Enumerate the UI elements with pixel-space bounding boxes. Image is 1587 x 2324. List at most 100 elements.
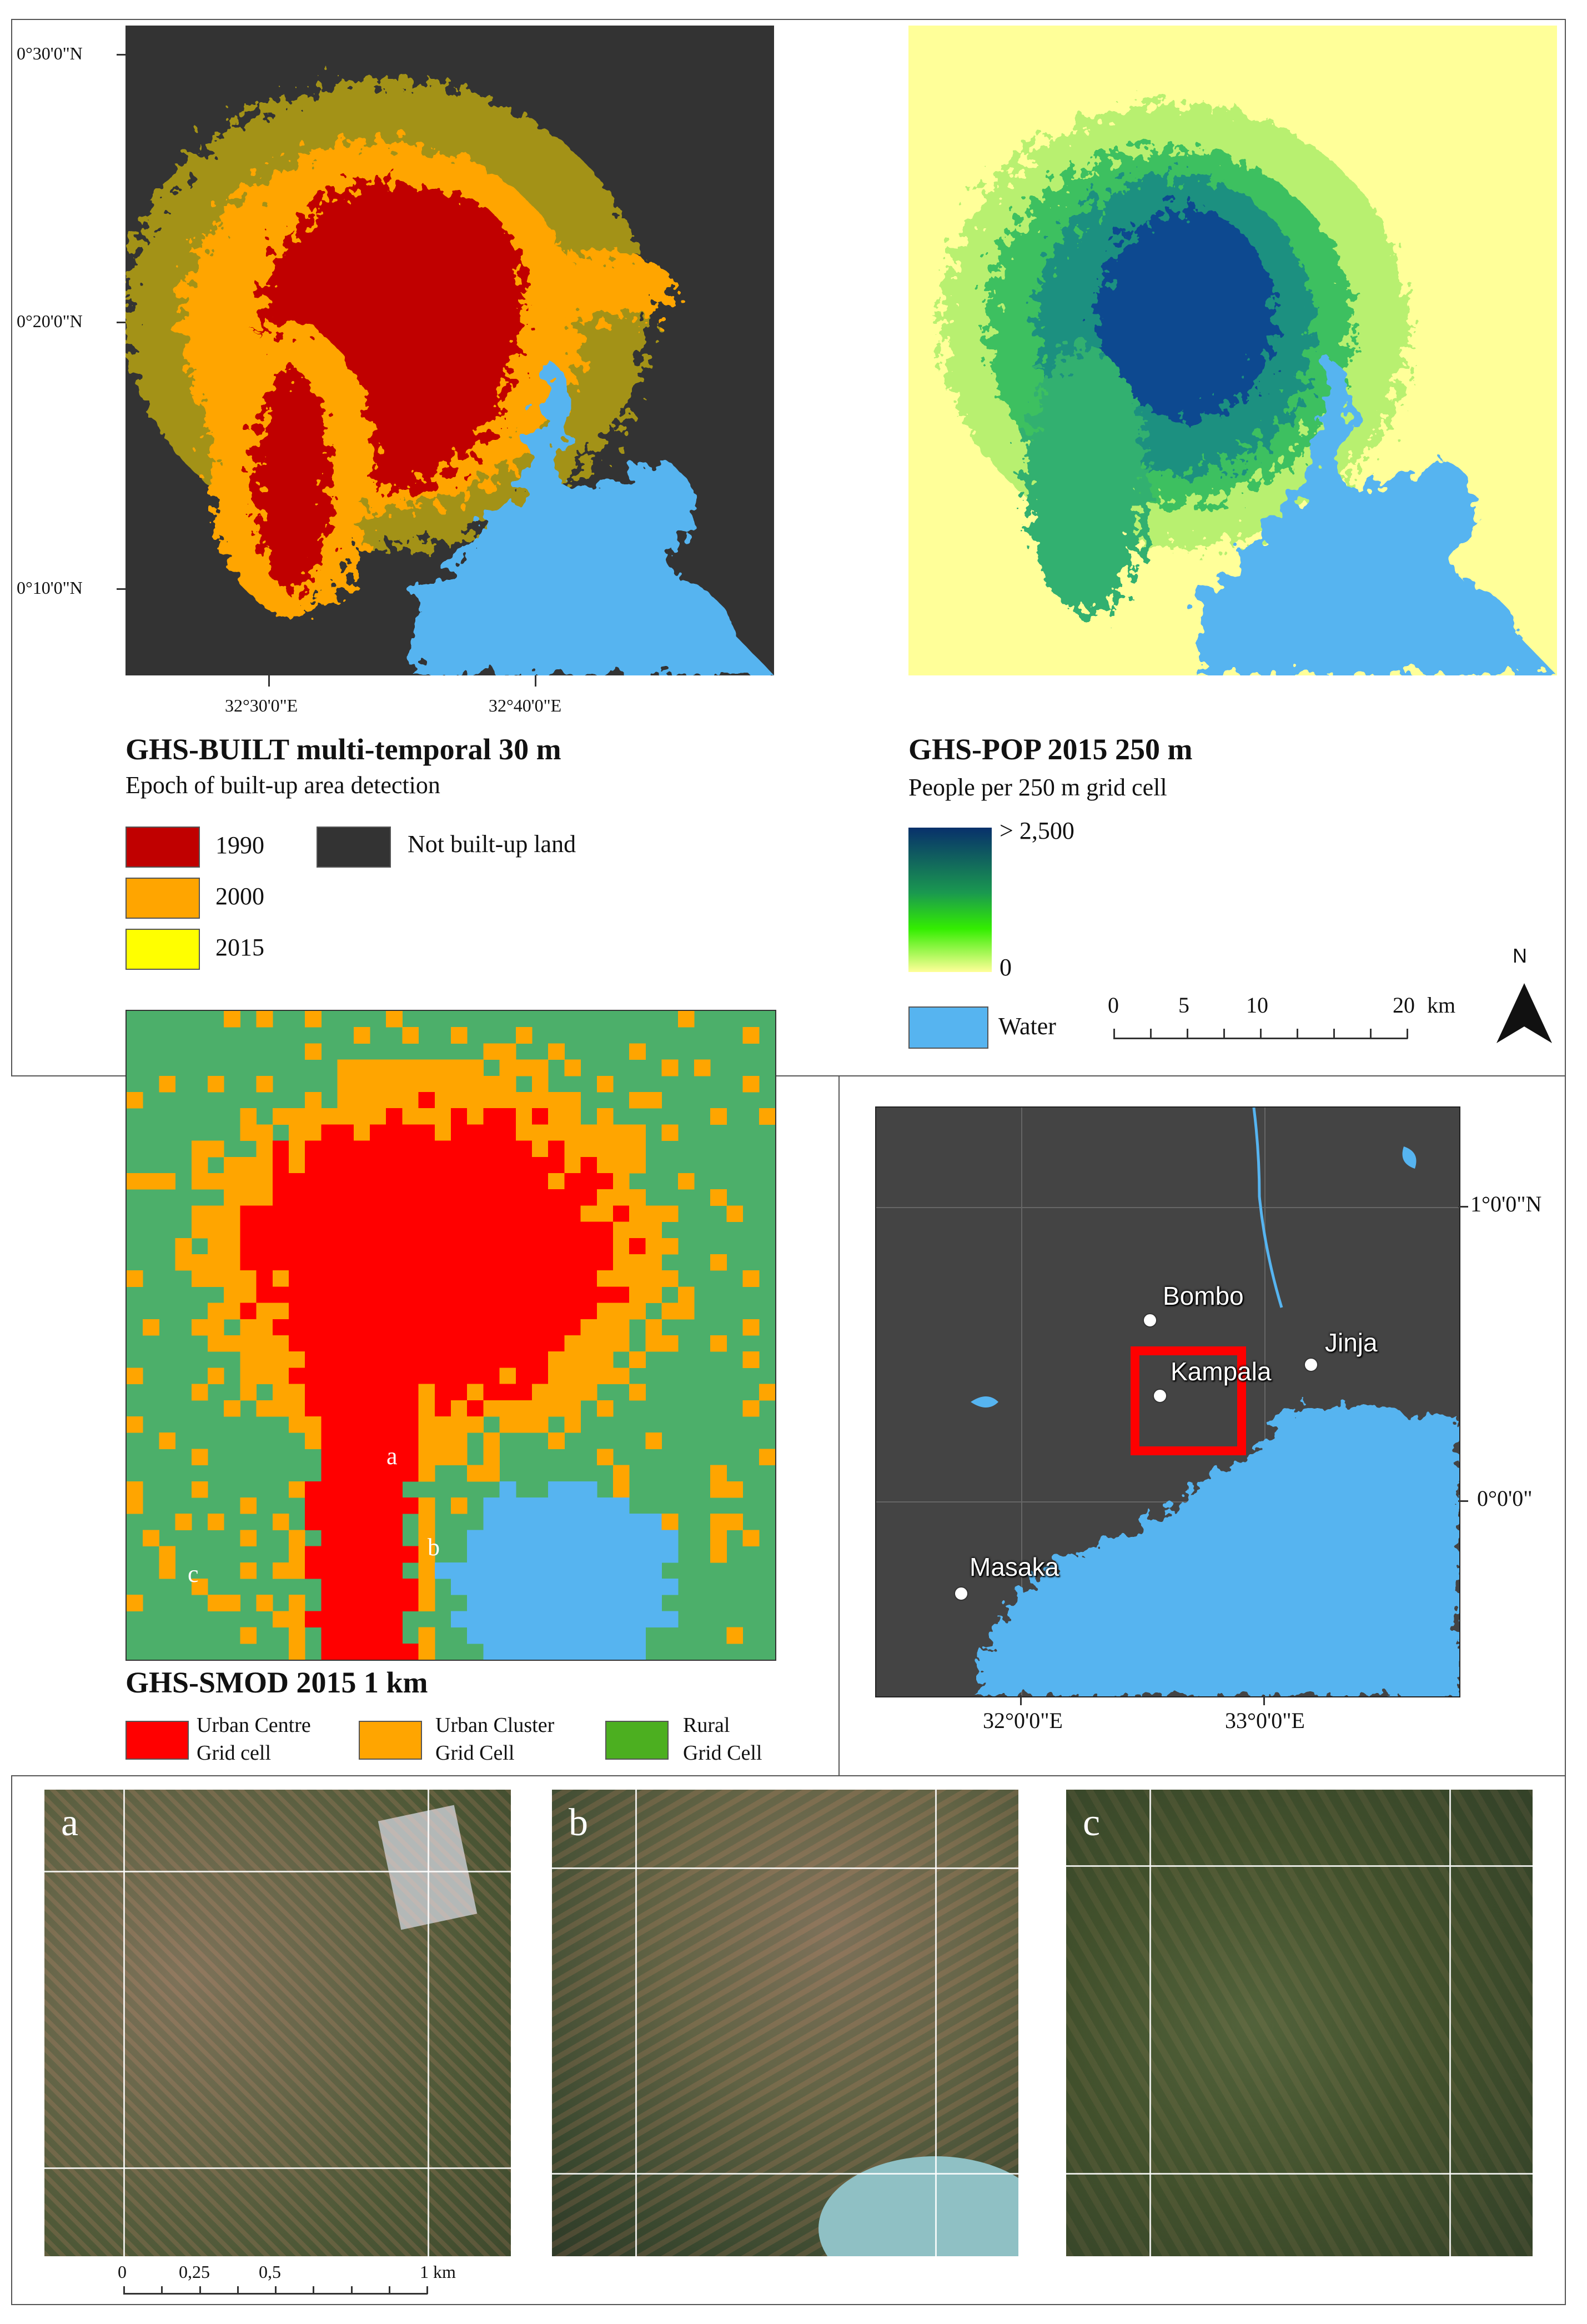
pop-map <box>908 26 1557 675</box>
lat-tick-mark-1 <box>117 54 125 56</box>
scale-tick-mark <box>1187 1029 1188 1039</box>
overview-lat-tick-2: 0°0'0" <box>1477 1486 1533 1511</box>
smod-map <box>125 1010 776 1661</box>
built-lat-tick-1: 0°30'0"N <box>17 43 83 63</box>
scale-tick-mark <box>123 2286 125 2294</box>
scale-tick-mark <box>1150 1029 1152 1039</box>
legend-urban-centre-label-1: Urban Centre <box>197 1714 311 1737</box>
overview-map <box>875 1106 1460 1697</box>
smod-point-c: c <box>188 1560 199 1587</box>
lat-tick-mark-3 <box>117 588 125 590</box>
pop-map-graphic <box>942 103 1557 675</box>
scale-tick-mark <box>1297 1029 1298 1039</box>
scale-tick-mark <box>350 2286 353 2294</box>
lon-tick-mark-2 <box>535 675 536 687</box>
north-label: N <box>1513 944 1527 967</box>
water-legend-swatch <box>908 1006 988 1049</box>
pop-scale-unit: km <box>1427 993 1456 1018</box>
legend-rural-label-2: Grid Cell <box>683 1741 762 1765</box>
legend-urban-centre-swatch <box>125 1721 189 1760</box>
aerial-photo-b: b <box>552 1790 1018 2256</box>
aerial-photo-c: c <box>1066 1790 1533 2256</box>
photo-c-texture <box>1066 1790 1533 2256</box>
smod-point-a: a <box>386 1443 398 1470</box>
aerial-photo-a: a <box>44 1790 511 2256</box>
pop-scale-tick-0: 0 <box>1108 993 1119 1018</box>
scale-tick-mark <box>237 2286 239 2294</box>
legend-not-built-label: Not built-up land <box>408 830 576 858</box>
legend-urban-centre-label-2: Grid cell <box>197 1741 272 1765</box>
legend-2000-label: 2000 <box>215 883 264 910</box>
top-panel-frame <box>11 19 1566 1076</box>
smod-point-b: b <box>428 1534 440 1561</box>
scale-tick-mark <box>1113 1029 1115 1039</box>
city-dot-jinja <box>1304 1358 1318 1372</box>
overview-lat-tick-1: 1°0'0"N <box>1470 1191 1542 1216</box>
bottom-panel-frame <box>11 1775 1566 2305</box>
scale-tick-mark <box>388 2286 390 2294</box>
scale-tick-mark <box>1407 1029 1408 1039</box>
scale-tick-mark <box>313 2286 315 2294</box>
city-label-bombo: Bombo <box>1163 1281 1244 1310</box>
overview-map-graphic <box>876 1108 1459 1696</box>
legend-rural-swatch <box>605 1721 669 1760</box>
legend-rural-label-1: Rural <box>683 1714 730 1737</box>
pop-color-ramp <box>908 828 992 972</box>
scale-tick-mark <box>199 2286 201 2294</box>
scale-tick-mark <box>1333 1029 1335 1039</box>
legend-urban-cluster-label-2: Grid Cell <box>435 1741 515 1765</box>
built-lat-tick-2: 0°20'0"N <box>17 311 83 331</box>
pop-scale-tick-10: 10 <box>1246 993 1268 1018</box>
lat-tick-mark-2 <box>117 322 125 323</box>
photo-scale-tick-05: 0,5 <box>259 2262 281 2282</box>
built-map <box>125 26 774 675</box>
legend-not-built-swatch <box>317 827 391 868</box>
legend-2000-swatch <box>125 878 200 919</box>
pop-scale-tick-5: 5 <box>1178 993 1189 1018</box>
pop-ramp-min-label: 0 <box>1000 954 1012 981</box>
photo-label-b: b <box>569 1801 588 1844</box>
legend-urban-cluster-swatch <box>359 1721 422 1760</box>
overview-lon-mark-1 <box>1020 1695 1022 1705</box>
scale-tick-mark <box>1370 1029 1372 1039</box>
legend-1990-label: 1990 <box>215 832 264 859</box>
scale-tick-mark <box>426 2286 428 2294</box>
built-lon-tick-2: 32°40'0"E <box>489 695 562 715</box>
overview-lon-tick-1: 32°0'0"E <box>983 1708 1063 1733</box>
built-map-graphic <box>125 81 774 675</box>
photo-label-c: c <box>1083 1801 1101 1844</box>
built-subtitle: Epoch of built-up area detection <box>125 772 440 799</box>
legend-urban-cluster-label-1: Urban Cluster <box>435 1714 555 1737</box>
scale-tick-mark <box>275 2286 277 2294</box>
scale-tick-mark <box>1223 1029 1225 1039</box>
overview-lon-mark-2 <box>1263 1695 1265 1705</box>
water-legend-label: Water <box>998 1013 1056 1040</box>
scale-tick-mark <box>1260 1029 1262 1039</box>
pop-ramp-max-label: > 2,500 <box>1000 817 1074 844</box>
photo-scale-tick-1km: 1 km <box>420 2262 456 2282</box>
built-title: GHS-BUILT multi-temporal 30 m <box>125 733 561 766</box>
photo-a-texture <box>44 1790 511 2256</box>
built-lon-tick-1: 32°30'0"E <box>225 695 298 715</box>
city-label-kampala: Kampala <box>1171 1357 1272 1386</box>
overview-lat-mark-1 <box>1458 1206 1468 1208</box>
scale-tick-mark <box>161 2286 163 2294</box>
legend-2015-label: 2015 <box>215 934 264 961</box>
pop-subtitle: People per 250 m grid cell <box>908 774 1167 801</box>
city-label-masaka: Masaka <box>970 1552 1059 1581</box>
overview-lat-mark-2 <box>1458 1500 1468 1502</box>
city-dot-masaka <box>954 1586 968 1601</box>
smod-map-graphic <box>127 1011 775 1660</box>
city-dot-bombo <box>1143 1313 1157 1328</box>
overview-lon-tick-2: 33°0'0"E <box>1225 1708 1305 1733</box>
pop-title: GHS-POP 2015 250 m <box>908 733 1193 766</box>
photo-scale-tick-0: 0 <box>118 2262 127 2282</box>
lon-tick-mark-1 <box>268 675 270 687</box>
photo-scale-tick-025: 0,25 <box>179 2262 210 2282</box>
pop-scale-tick-20: 20 <box>1393 993 1415 1018</box>
photo-label-a: a <box>61 1801 79 1844</box>
legend-2015-swatch <box>125 929 200 970</box>
city-dot-kampala <box>1153 1389 1167 1403</box>
built-lat-tick-3: 0°10'0"N <box>17 578 83 598</box>
smod-title: GHS-SMOD 2015 1 km <box>125 1666 428 1699</box>
